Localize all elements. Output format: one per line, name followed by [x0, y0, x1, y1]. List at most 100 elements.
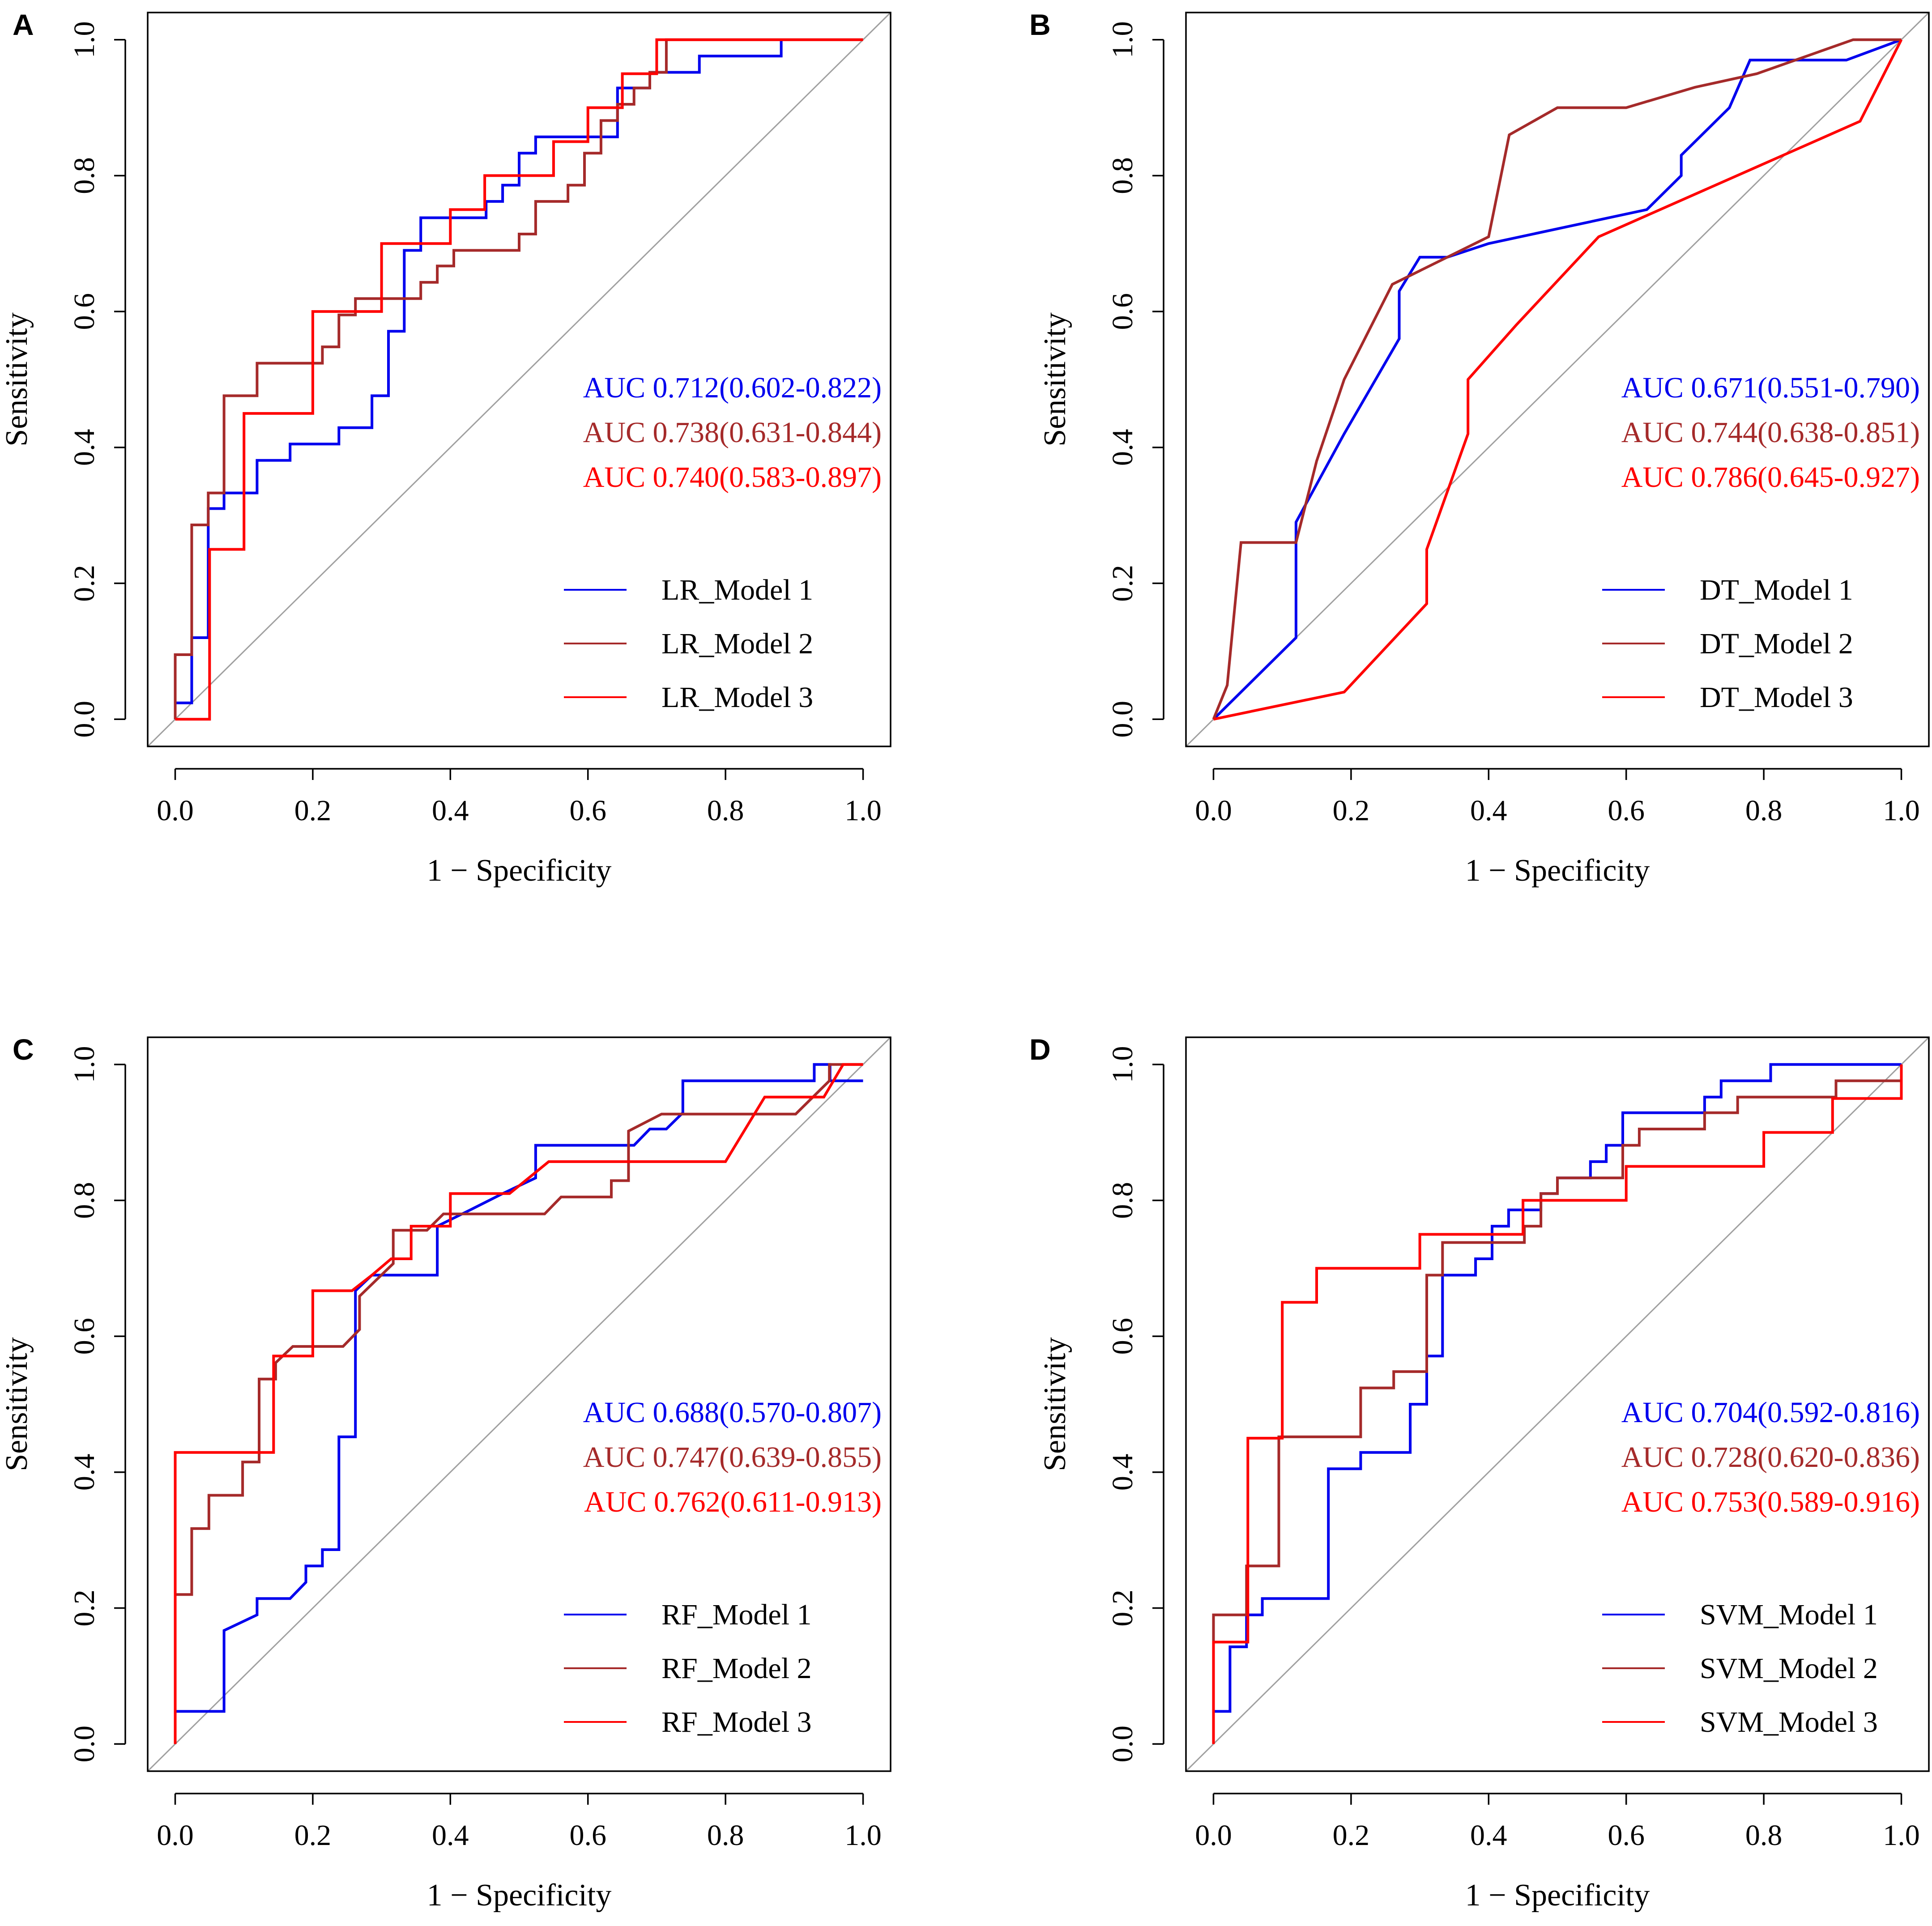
panel-a: A 0.0 0.2 0.4 0.6 0.8 1.0 0.0 0.2 0.4 0.6 0.8 1.0 1 −…: [0, 8, 891, 888]
reference-diagonal-d: [1185, 1036, 1930, 1772]
x-axis-title-b: 1 − Specificity: [1465, 853, 1650, 888]
x-tick-label-d-5: 1.0: [1883, 1819, 1920, 1852]
y-tick-label-c-2: 0.4: [68, 1454, 101, 1491]
x-tick-label-b-1: 0.2: [1333, 794, 1370, 827]
x-axis-title-a: 1 − Specificity: [427, 853, 612, 888]
auc-label-d-red: AUC 0.753(0.589-0.916): [1621, 1486, 1920, 1518]
legend-label-c-brown: RF_Model 2: [661, 1652, 812, 1685]
x-tick-label-c-0: 0.0: [157, 1819, 194, 1852]
series-line-b-brown: [1212, 38, 1902, 720]
y-tick-label-a-4: 0.8: [68, 157, 101, 194]
reference-diagonal-b: [1185, 12, 1930, 747]
x-tick-label-d-1: 0.2: [1333, 1819, 1370, 1852]
auc-label-b-blue: AUC 0.671(0.551-0.790): [1621, 371, 1920, 404]
y-axis-title-c: Sensitivity: [0, 1337, 34, 1471]
y-axis-title-a: Sensitivity: [0, 312, 34, 446]
series-line-b-red: [1213, 39, 1903, 721]
panel-d: D 0.0 0.2 0.4 0.6 0.8 1.0 0.0 0.2 0.4 0.6 0.8 1.0 1 −…: [1029, 1033, 1930, 1913]
x-axis-title-d: 1 − Specificity: [1465, 1878, 1650, 1913]
plot-frame-a: [147, 12, 891, 747]
x-tick-label-c-2: 0.4: [432, 1819, 469, 1852]
x-tick-label-a-5: 1.0: [844, 794, 882, 827]
legend-label-d-brown: SVM_Model 2: [1700, 1652, 1878, 1685]
y-axis-title-b: Sensitivity: [1038, 312, 1072, 446]
legend-label-d-blue: SVM_Model 1: [1700, 1598, 1878, 1631]
auc-label-c-red: AUC 0.762(0.611-0.913): [584, 1486, 882, 1518]
series-line-b-blue: [1212, 38, 1902, 720]
x-tick-label-a-2: 0.4: [432, 794, 469, 827]
auc-label-d-blue: AUC 0.704(0.592-0.816): [1621, 1396, 1920, 1429]
series-line-d-brown: [1212, 1064, 1903, 1744]
y-tick-label-d-3: 0.6: [1106, 1318, 1139, 1355]
y-tick-label-c-1: 0.2: [68, 1589, 101, 1627]
x-tick-label-b-5: 1.0: [1883, 794, 1920, 827]
series-line-c-blue: [174, 1063, 863, 1744]
y-tick-label-a-5: 1.0: [68, 21, 101, 58]
plot-frame-d: [1185, 1036, 1930, 1772]
x-tick-label-d-0: 0.0: [1195, 1819, 1232, 1852]
legend-label-a-blue: LR_Model 1: [661, 574, 813, 606]
legend-label-b-brown: DT_Model 2: [1700, 627, 1853, 660]
auc-label-a-blue: AUC 0.712(0.602-0.822): [583, 371, 882, 404]
auc-label-a-brown: AUC 0.738(0.631-0.844): [583, 416, 882, 449]
x-tick-label-b-3: 0.6: [1608, 794, 1645, 827]
x-tick-label-c-1: 0.2: [294, 1819, 332, 1852]
plot-frame-b: [1185, 12, 1930, 747]
legend-label-c-blue: RF_Model 1: [661, 1598, 812, 1631]
x-tick-label-b-2: 0.4: [1470, 794, 1507, 827]
auc-label-a-red: AUC 0.740(0.583-0.897): [583, 461, 882, 494]
x-axis-title-c: 1 − Specificity: [427, 1878, 612, 1913]
panel-label-b: B: [1029, 8, 1051, 41]
y-tick-label-a-3: 0.6: [68, 293, 101, 330]
y-axis-title-d: Sensitivity: [1038, 1337, 1072, 1471]
y-tick-label-b-0: 0.0: [1106, 701, 1139, 738]
legend-label-c-red: RF_Model 3: [661, 1706, 812, 1739]
x-tick-label-a-3: 0.6: [569, 794, 606, 827]
y-tick-label-b-3: 0.6: [1106, 293, 1139, 330]
x-tick-label-b-0: 0.0: [1195, 794, 1232, 827]
y-tick-label-b-4: 0.8: [1106, 157, 1139, 194]
panel-label-a: A: [13, 8, 34, 41]
series-line-a-blue: [174, 39, 783, 720]
series-line-c-red: [174, 1063, 863, 1744]
auc-label-b-brown: AUC 0.744(0.638-0.851): [1621, 416, 1920, 449]
y-tick-label-d-1: 0.2: [1106, 1589, 1139, 1627]
x-tick-label-c-4: 0.8: [707, 1819, 744, 1852]
auc-label-c-blue: AUC 0.688(0.570-0.807): [583, 1396, 882, 1429]
y-tick-label-a-1: 0.2: [68, 565, 101, 602]
y-tick-label-b-5: 1.0: [1106, 21, 1139, 58]
y-tick-label-d-5: 1.0: [1106, 1046, 1139, 1083]
y-tick-label-c-4: 0.8: [68, 1182, 101, 1219]
reference-diagonal-a: [147, 12, 891, 747]
legend-label-d-red: SVM_Model 3: [1700, 1706, 1878, 1739]
x-tick-label-d-4: 0.8: [1745, 1819, 1783, 1852]
x-tick-label-c-5: 1.0: [844, 1819, 882, 1852]
panel-b: B 0.0 0.2 0.4 0.6 0.8 1.0 0.0 0.2 0.4 0.6 0.8 1.0 1 −…: [1029, 8, 1930, 888]
x-tick-label-a-4: 0.8: [707, 794, 744, 827]
panel-label-c: C: [13, 1033, 34, 1066]
y-tick-label-a-2: 0.4: [68, 429, 101, 466]
legend-label-a-red: LR_Model 3: [661, 681, 813, 714]
plot-frame-c: [147, 1036, 891, 1772]
series-line-d-red: [1212, 1064, 1903, 1744]
y-tick-label-d-4: 0.8: [1106, 1182, 1139, 1219]
panel-c: C 0.0 0.2 0.4 0.6 0.8 1.0 0.0 0.2 0.4 0.6 0.8 1.0 1 −…: [0, 1033, 891, 1913]
x-tick-label-a-1: 0.2: [294, 794, 332, 827]
x-tick-label-d-2: 0.4: [1470, 1819, 1507, 1852]
series-line-c-brown: [174, 1063, 863, 1744]
series-line-a-red: [175, 38, 863, 721]
y-tick-label-c-3: 0.6: [68, 1318, 101, 1355]
x-tick-label-c-3: 0.6: [569, 1819, 606, 1852]
y-tick-label-d-0: 0.0: [1106, 1726, 1139, 1763]
auc-label-b-red: AUC 0.786(0.645-0.927): [1621, 461, 1920, 494]
legend-label-b-red: DT_Model 3: [1700, 681, 1853, 714]
y-tick-label-a-0: 0.0: [68, 701, 101, 738]
panel-label-d: D: [1029, 1033, 1051, 1066]
legend-label-b-blue: DT_Model 1: [1700, 574, 1853, 606]
auc-label-d-brown: AUC 0.728(0.620-0.836): [1621, 1441, 1920, 1474]
x-tick-label-b-4: 0.8: [1745, 794, 1783, 827]
y-tick-label-c-0: 0.0: [68, 1726, 101, 1763]
x-tick-label-a-0: 0.0: [157, 794, 194, 827]
auc-label-c-brown: AUC 0.747(0.639-0.855): [583, 1441, 882, 1474]
